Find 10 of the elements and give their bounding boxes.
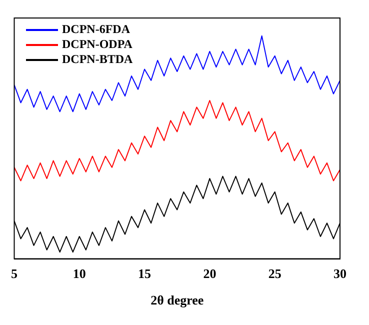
x-tick-label: 10 (72, 266, 86, 281)
legend-label: DCPN-ODPA (62, 37, 132, 52)
x-tick-label: 20 (203, 266, 216, 281)
x-tick-label: 5 (11, 266, 18, 281)
x-tick-label: 30 (334, 266, 346, 281)
x-tick-label: 25 (268, 266, 282, 281)
legend-label: DCPN-BTDA (62, 52, 133, 67)
x-axis-title: 2θ degree (150, 292, 204, 308)
legend-label: DCPN-6FDA (62, 22, 130, 37)
x-tick-label: 15 (138, 266, 152, 281)
